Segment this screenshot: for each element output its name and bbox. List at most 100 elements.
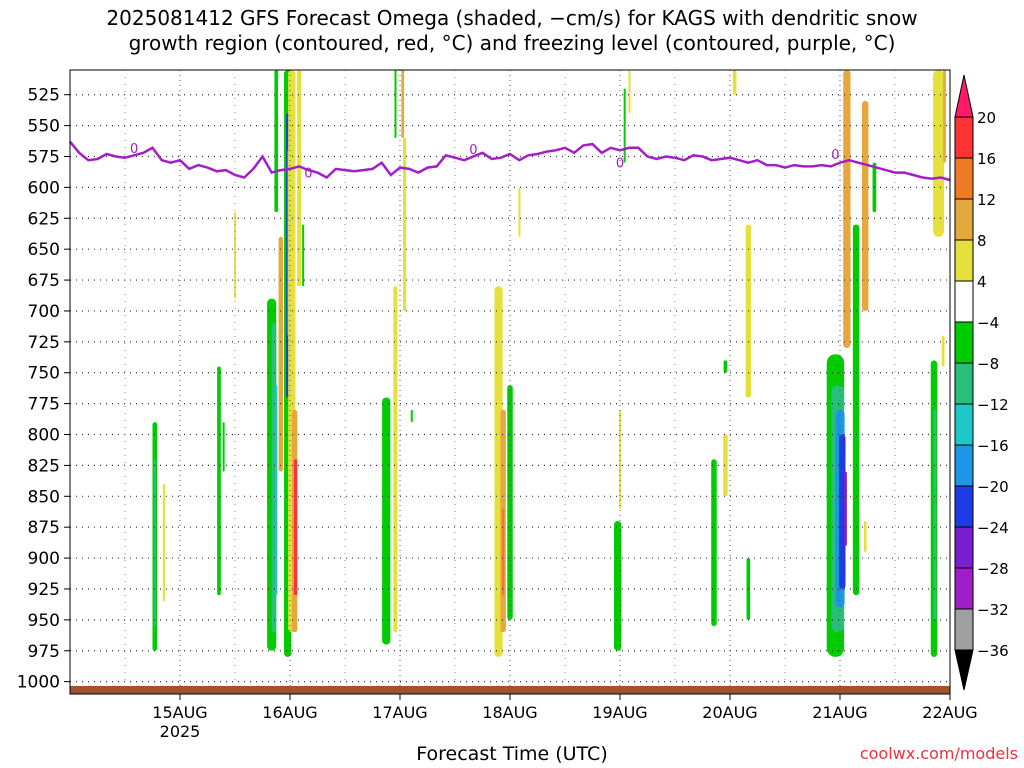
x-tick-label: 20AUG: [702, 703, 757, 722]
omega-region: [732, 70, 737, 95]
omega-region: [293, 459, 298, 596]
colorbar-segment: [954, 362, 974, 405]
omega-region: [711, 459, 717, 627]
omega-region: [723, 434, 728, 497]
omega-region: [217, 366, 221, 596]
omega-region: [843, 70, 851, 349]
colorbar-label: −32: [977, 601, 1009, 619]
omega-region: [382, 397, 391, 645]
omega-region: [297, 70, 302, 287]
freezing-level-label: 0: [304, 167, 312, 182]
colorbar-segment: [954, 280, 974, 323]
colorbar-segment: [954, 74, 974, 118]
omega-region: [402, 137, 407, 311]
colorbar-label: −12: [977, 396, 1009, 414]
y-tick-label: 950: [28, 611, 60, 631]
colorbar-segment: [954, 567, 974, 610]
x-tick-label: 21AUG: [812, 703, 867, 722]
y-tick-label: 525: [28, 86, 60, 106]
colorbar-label: 12: [977, 191, 996, 209]
colorbar-label: −16: [977, 437, 1009, 455]
omega-region: [839, 434, 846, 589]
colorbar-segment: [954, 649, 974, 691]
colorbar-segment: [954, 403, 974, 446]
freezing-level-label: 0: [831, 148, 839, 163]
x-tick-label: 22AUG: [922, 703, 977, 722]
omega-region: [518, 187, 521, 237]
y-tick-label: 1000: [17, 673, 60, 693]
x-tick-sublabel: 2025: [160, 722, 201, 741]
y-tick-label: 675: [28, 271, 60, 291]
omega-region: [619, 409, 622, 509]
omega-region: [410, 409, 413, 423]
omega-region: [628, 70, 631, 114]
freezing-level-label: 0: [469, 143, 477, 158]
y-tick-label: 750: [28, 364, 60, 384]
omega-region: [863, 521, 867, 552]
y-tick-label: 900: [28, 549, 60, 569]
y-tick-label: 800: [28, 426, 60, 446]
colorbar-label: 20: [977, 109, 996, 127]
omega-region: [943, 70, 946, 163]
omega-region: [507, 385, 513, 620]
colorbar-segment: [954, 444, 974, 487]
colorbar-label: 16: [977, 150, 996, 168]
x-axis-title: Forecast Time (UTC): [416, 743, 608, 765]
omega-region: [852, 224, 860, 596]
freezing-level-labels: 0 0 0 0 0: [130, 142, 840, 182]
y-axis: 525 550 575 600 625 650 675 700 725 750 775 800 825 8…: [17, 86, 70, 693]
colorbar-segment: [954, 526, 974, 569]
omega-region: [933, 409, 937, 620]
chart-title: 2025081412 GFS Forecast Omega (shaded, −…: [0, 6, 1024, 56]
colorbar-label: −20: [977, 478, 1009, 496]
y-tick-label: 550: [28, 117, 60, 137]
omega-region: [623, 88, 626, 163]
colorbar-label: 8: [977, 232, 987, 250]
omega-region: [302, 224, 305, 287]
x-tick-label: 18AUG: [482, 703, 537, 722]
y-tick-label: 625: [28, 209, 60, 229]
omega-region: [614, 521, 622, 651]
y-tick-label: 975: [28, 642, 60, 662]
y-tick-label: 725: [28, 333, 60, 353]
colorbar-segment: [954, 157, 974, 200]
colorbar-label: −4: [977, 314, 999, 332]
title-line-2: growth region (contoured, red, °C) and f…: [128, 31, 896, 55]
x-tick-label: 15AUG: [152, 703, 207, 722]
colorbar-segment: [954, 485, 974, 528]
omega-region: [153, 459, 156, 627]
freezing-level-label: 0: [616, 157, 624, 172]
colorbar-segment: [954, 321, 974, 364]
colorbar-segment: [954, 116, 974, 159]
title-line-1: 2025081412 GFS Forecast Omega (shaded, −…: [106, 6, 918, 30]
gridlines: [70, 70, 951, 694]
omega-region: [162, 483, 166, 602]
y-tick-label: 825: [28, 456, 60, 476]
colorbar-label: −24: [977, 519, 1009, 537]
omega-region: [933, 70, 945, 237]
freezing-level-line: [69, 140, 951, 182]
source-credit: coolwx.com/models: [859, 744, 1018, 763]
omega-region: [941, 335, 945, 367]
omega-region: [723, 360, 728, 373]
omega-region: [222, 422, 225, 472]
y-tick-label: 700: [28, 302, 60, 322]
colorbar-label: 4: [977, 273, 987, 291]
y-tick-label: 850: [28, 487, 60, 507]
omega-region: [234, 212, 237, 299]
freezing-level-label: 0: [130, 142, 138, 157]
colorbar-segment: [954, 198, 974, 241]
colorbar-label: −28: [977, 560, 1009, 578]
y-tick-label: 600: [28, 178, 60, 198]
omega-region: [394, 70, 397, 138]
colorbar-segment: [954, 239, 974, 282]
y-tick-label: 925: [28, 580, 60, 600]
x-tick-label: 17AUG: [372, 703, 427, 722]
y-tick-label: 775: [28, 395, 60, 415]
colorbar-label: −36: [977, 642, 1009, 660]
omega-region: [393, 286, 398, 633]
omega-region: [274, 70, 279, 213]
colorbar-label: −8: [977, 355, 999, 373]
